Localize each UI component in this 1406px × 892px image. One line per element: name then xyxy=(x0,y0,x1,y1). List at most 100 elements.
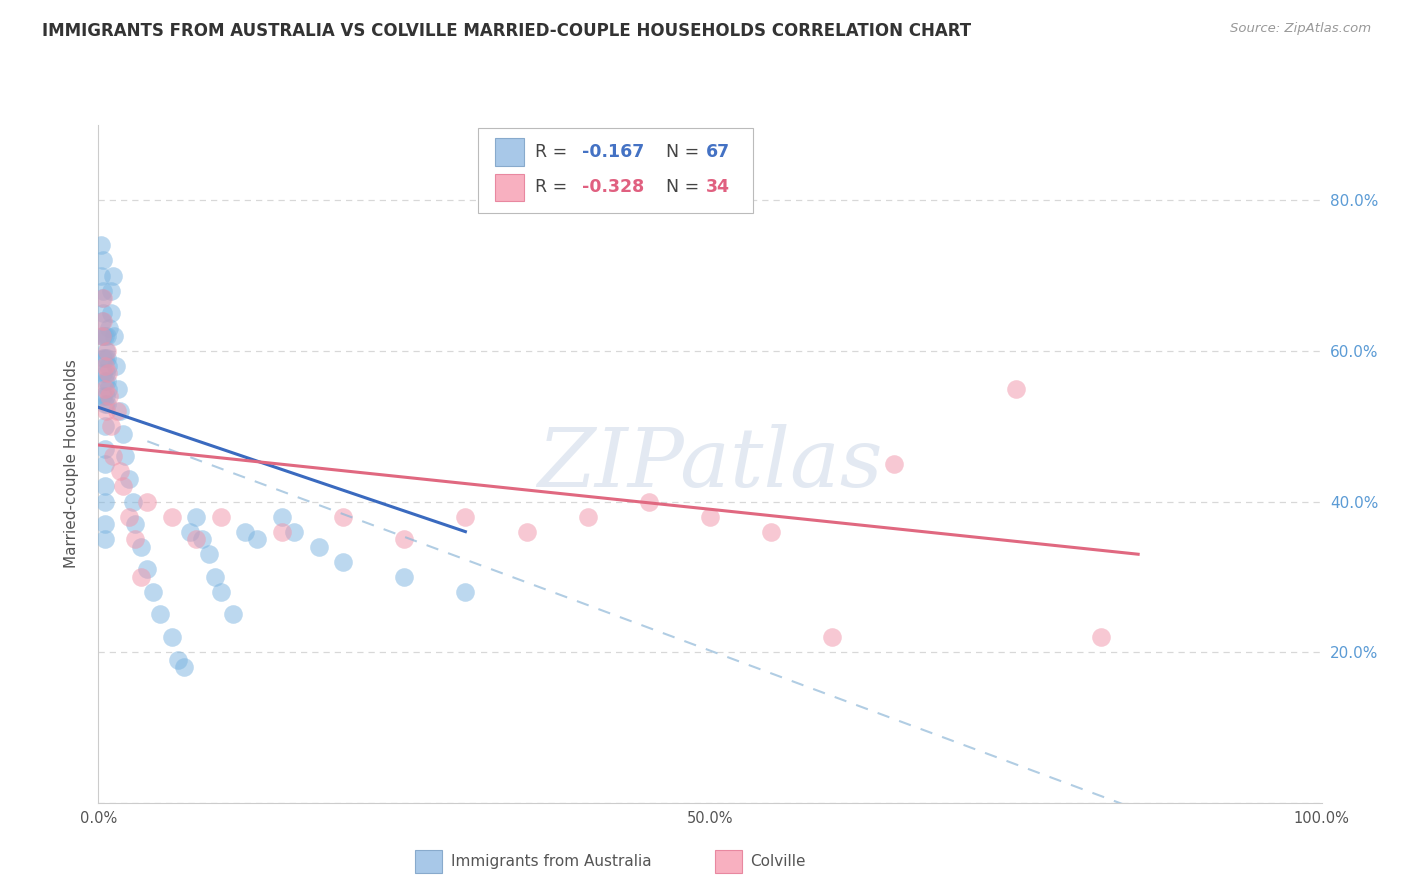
FancyBboxPatch shape xyxy=(415,850,441,873)
Point xyxy=(93,442,115,456)
Point xyxy=(91,367,114,381)
Point xyxy=(90,268,112,283)
FancyBboxPatch shape xyxy=(478,128,752,213)
Point xyxy=(160,509,183,524)
Point xyxy=(454,509,477,524)
Point xyxy=(104,359,127,373)
Point xyxy=(93,328,115,343)
Point xyxy=(332,555,354,569)
Point xyxy=(392,532,416,546)
Point xyxy=(136,562,159,576)
Text: 34: 34 xyxy=(706,178,730,196)
Point xyxy=(883,457,905,471)
Point xyxy=(699,509,721,524)
Point xyxy=(186,532,208,546)
Point xyxy=(179,524,201,539)
Point xyxy=(90,238,112,252)
Point xyxy=(149,607,172,622)
Point xyxy=(638,494,661,508)
Point xyxy=(91,328,114,343)
Point xyxy=(129,570,152,584)
Point xyxy=(270,524,294,539)
Point xyxy=(107,382,129,396)
Point xyxy=(121,494,143,508)
Point xyxy=(97,382,120,396)
Point xyxy=(246,532,269,546)
Point xyxy=(98,321,121,335)
Point xyxy=(101,268,124,283)
Point xyxy=(332,509,354,524)
Point xyxy=(110,404,132,418)
Point xyxy=(91,314,114,328)
Text: ZIPatlas: ZIPatlas xyxy=(537,424,883,504)
Point xyxy=(100,306,122,320)
Point xyxy=(129,540,152,554)
Point xyxy=(93,494,115,508)
Point xyxy=(173,660,195,674)
Point xyxy=(197,547,219,561)
Point xyxy=(160,630,183,644)
Point xyxy=(1004,382,1026,396)
Point xyxy=(98,389,121,403)
Point xyxy=(454,585,477,599)
Point xyxy=(392,570,416,584)
Point xyxy=(222,607,245,622)
Point xyxy=(209,585,232,599)
Point xyxy=(111,479,134,493)
Point xyxy=(821,630,844,644)
Point xyxy=(93,532,115,546)
Point xyxy=(576,509,599,524)
Point xyxy=(100,284,122,298)
Point xyxy=(97,359,120,373)
Point xyxy=(96,351,118,366)
Point xyxy=(94,404,117,418)
Point xyxy=(124,532,146,546)
Point xyxy=(209,509,232,524)
Point xyxy=(91,284,114,298)
Point xyxy=(94,343,117,358)
Point xyxy=(93,351,115,366)
Point xyxy=(93,517,115,532)
Point xyxy=(96,343,118,358)
FancyBboxPatch shape xyxy=(495,138,524,166)
Point xyxy=(97,367,120,381)
Text: R =: R = xyxy=(536,178,572,196)
Point xyxy=(93,457,115,471)
Text: N =: N = xyxy=(655,178,704,196)
Text: IMMIGRANTS FROM AUSTRALIA VS COLVILLE MARRIED-COUPLE HOUSEHOLDS CORRELATION CHAR: IMMIGRANTS FROM AUSTRALIA VS COLVILLE MA… xyxy=(42,22,972,40)
Point xyxy=(93,479,115,493)
Point xyxy=(270,509,294,524)
Point xyxy=(1090,630,1112,644)
Point xyxy=(91,306,114,320)
Point xyxy=(101,450,124,464)
Point xyxy=(110,464,132,478)
Text: Colville: Colville xyxy=(751,855,806,870)
Point xyxy=(93,396,115,410)
FancyBboxPatch shape xyxy=(495,174,524,201)
Point xyxy=(308,540,330,554)
Y-axis label: Married-couple Households: Married-couple Households xyxy=(65,359,79,568)
Point xyxy=(142,585,165,599)
Point xyxy=(186,509,208,524)
Point xyxy=(94,389,117,403)
Point xyxy=(118,472,141,486)
Point xyxy=(91,291,114,305)
Point xyxy=(93,359,115,373)
Point xyxy=(96,328,118,343)
Point xyxy=(103,328,125,343)
Point xyxy=(91,328,114,343)
Point xyxy=(118,509,141,524)
Point xyxy=(124,517,146,532)
Point xyxy=(93,374,115,388)
Text: -0.328: -0.328 xyxy=(582,178,644,196)
Point xyxy=(93,419,115,434)
FancyBboxPatch shape xyxy=(714,850,742,873)
Point xyxy=(111,426,134,441)
Point xyxy=(91,328,114,343)
Point xyxy=(136,494,159,508)
Point xyxy=(515,524,537,539)
Point xyxy=(191,532,214,546)
Point xyxy=(100,419,122,434)
Point xyxy=(93,382,115,396)
Point xyxy=(96,396,118,410)
